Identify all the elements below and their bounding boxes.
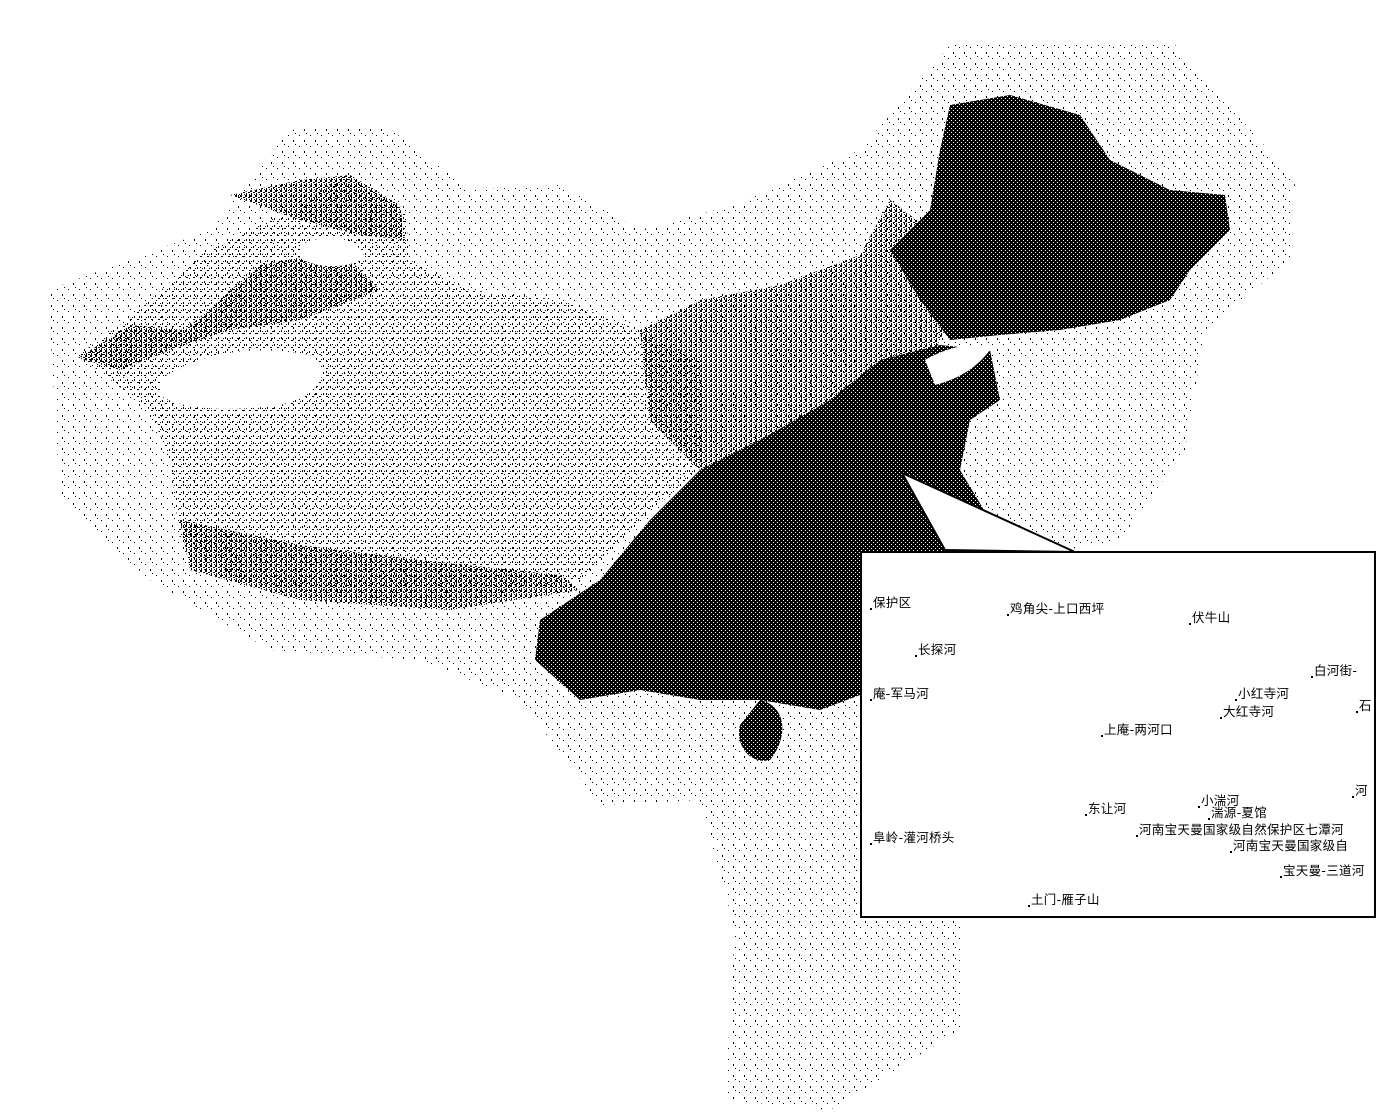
place-label: 大红寺河 (1220, 705, 1274, 719)
place-label: 庵-军马河 (870, 687, 929, 701)
place-name: 大红寺河 (1223, 704, 1275, 719)
place-name: 小红寺河 (1238, 686, 1290, 701)
tianshan-ridges (78, 175, 580, 610)
place-label: 河南宝天曼国家级自然保护区七潭河 (1136, 823, 1344, 837)
central-region (640, 200, 960, 470)
place-label: 保护区 (870, 596, 911, 610)
place-marker (1352, 796, 1354, 798)
place-marker (870, 699, 872, 701)
place-name: 保护区 (873, 595, 912, 610)
place-name: 宝天曼-三道河 (1283, 863, 1365, 878)
place-name: 白河街- (1314, 663, 1358, 678)
place-name: 河南宝天曼国家级自 (1233, 838, 1349, 853)
place-label: 伏牛山 (1189, 611, 1230, 625)
place-name: 伏牛山 (1192, 610, 1231, 625)
place-marker (1235, 699, 1237, 701)
northeast-region (890, 95, 1230, 340)
place-label: 石 (1356, 699, 1372, 713)
place-label: 宝天曼-三道河 (1280, 864, 1365, 878)
place-name: 乌漫河 (1129, 915, 1167, 917)
place-marker (1198, 806, 1200, 808)
place-label: 土门-雁子山 (1028, 893, 1100, 907)
place-marker (1356, 711, 1358, 713)
place-marker (1007, 614, 1009, 616)
place-name: 小湍河 (1201, 793, 1240, 808)
place-marker (1280, 876, 1282, 878)
place-name: 庵-军马河 (873, 686, 930, 701)
place-marker (1189, 623, 1191, 625)
place-name: 河南宝天曼国家级自然保护区七潭河 (1139, 822, 1344, 837)
place-name: 上庵-两河口 (1104, 722, 1173, 737)
place-marker (915, 655, 917, 657)
place-name: 长探河 (918, 642, 957, 657)
place-marker (1230, 851, 1232, 853)
place-label: 河 (1352, 784, 1368, 798)
place-marker (1028, 905, 1030, 907)
place-name: 湍源-夏馆 (1211, 805, 1268, 820)
place-label: 河南宝天曼国家级自 (1230, 839, 1348, 853)
place-label: 白河街- (1311, 664, 1357, 678)
place-label: 上庵-两河口 (1101, 723, 1173, 737)
place-name: 鸡角尖-上口西坪 (1010, 601, 1105, 616)
place-name: 河 (1355, 783, 1368, 798)
place-marker (1311, 676, 1313, 678)
place-marker (1136, 835, 1138, 837)
place-label: 小湍河 (1198, 794, 1239, 808)
place-name: 石 (1359, 698, 1372, 713)
place-marker (1101, 735, 1103, 737)
place-name: 东让河 (1088, 801, 1127, 816)
place-label: 东让河 (1085, 802, 1126, 816)
place-marker (1085, 814, 1087, 816)
place-marker (870, 608, 872, 610)
place-name: 土门-雁子山 (1031, 892, 1100, 907)
place-marker (1208, 818, 1210, 820)
place-label: 阜岭-灌河桥头 (870, 831, 955, 845)
place-marker (1220, 717, 1222, 719)
place-label: 小红寺河 (1235, 687, 1289, 701)
place-label: 长探河 (915, 643, 956, 657)
place-marker (870, 843, 872, 845)
zoom-inset-panel: 保护区 鸡角尖-上口西坪伏牛山长探河白河街- 庵-军马河 小红寺河大红寺河 石上庵-两河… (860, 551, 1376, 918)
bohai-gulf (925, 344, 990, 385)
western-region (78, 175, 700, 600)
place-label: 湍源-夏馆 (1208, 806, 1267, 820)
place-name: 阜岭-灌河桥头 (873, 830, 955, 845)
place-label: 鸡角尖-上口西坪 (1007, 602, 1104, 616)
place-label: 乌漫河 (1129, 915, 1167, 917)
